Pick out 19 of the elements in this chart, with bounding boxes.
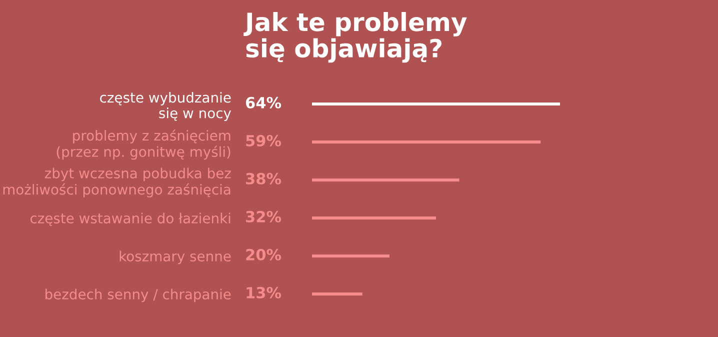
y-tick-label: częste wstawanie do łazienki xyxy=(30,212,230,226)
bar xyxy=(312,254,390,258)
y-tick-label: koszmary senne xyxy=(120,250,231,264)
y-tick-label: problemy z zaśnięciem (przez np. gonitwę myśli) xyxy=(56,129,230,160)
data-label: 59% xyxy=(246,134,282,146)
bar xyxy=(312,178,460,182)
bar xyxy=(312,292,362,296)
y-tick-label: zbyt wczesna pobudka bez możliwości ponownego zaśnięcia xyxy=(3,168,231,198)
data-label: 13% xyxy=(246,286,282,298)
bar xyxy=(312,102,560,106)
data-label: 64% xyxy=(246,96,282,108)
data-label: 38% xyxy=(246,172,282,184)
y-tick-label: częste wybudzanie się w nocy xyxy=(100,92,232,121)
bar xyxy=(312,140,541,144)
bar xyxy=(312,216,436,220)
y-tick-label: bezdech senny / chrapanie xyxy=(46,288,231,302)
data-label: 32% xyxy=(246,210,282,222)
chart-title: Jak te problemy się objawiają? xyxy=(244,12,467,63)
data-label: 20% xyxy=(246,248,282,260)
